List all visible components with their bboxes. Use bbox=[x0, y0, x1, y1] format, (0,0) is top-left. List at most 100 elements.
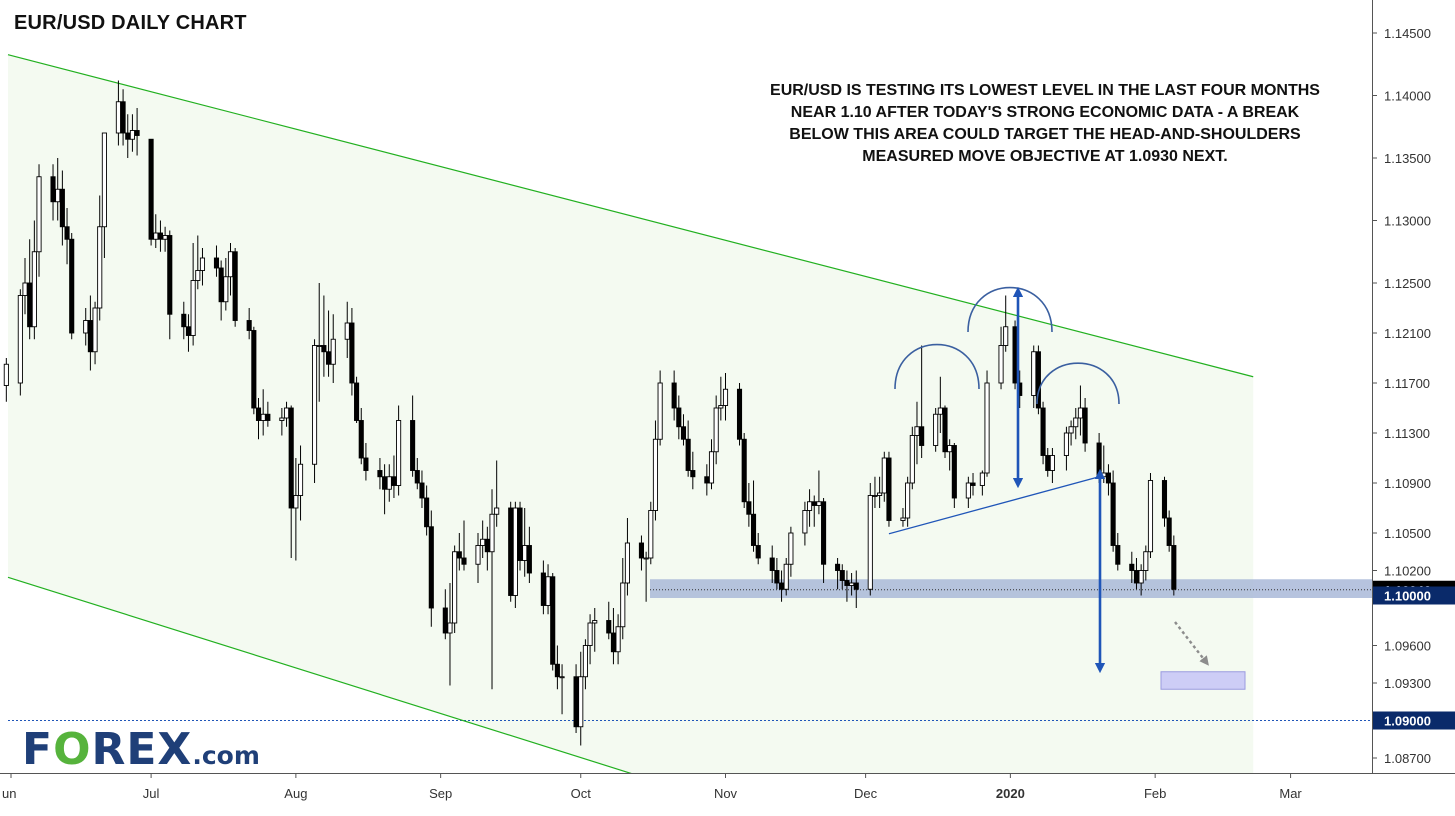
candle-down bbox=[251, 330, 257, 409]
candle-down bbox=[839, 570, 845, 581]
candle-up bbox=[1077, 407, 1083, 419]
candle-down bbox=[218, 267, 224, 303]
level-tag-label: 1.09000 bbox=[1384, 714, 1431, 729]
candle-down bbox=[213, 257, 220, 269]
candle-down bbox=[120, 101, 126, 134]
candle-up bbox=[17, 295, 23, 384]
target-direction-arrow bbox=[1174, 621, 1209, 666]
candle-down bbox=[746, 501, 752, 515]
candle-up bbox=[153, 232, 159, 240]
y-tick-label: 1.09300 bbox=[1384, 676, 1431, 691]
candle-up bbox=[900, 517, 906, 521]
candle-up bbox=[559, 676, 565, 679]
candle-down bbox=[1082, 407, 1088, 444]
candle-down bbox=[414, 470, 420, 484]
candle-up bbox=[480, 538, 486, 546]
channel-upper-line bbox=[7, 54, 1254, 378]
y-tick-label: 1.13500 bbox=[1384, 151, 1431, 166]
candle-down bbox=[255, 407, 262, 421]
annotation-line: NEAR 1.10 AFTER TODAY'S STRONG ECONOMIC … bbox=[790, 104, 1300, 121]
neckline bbox=[888, 476, 1100, 535]
candle-down bbox=[755, 545, 761, 559]
candle-up bbox=[195, 270, 201, 281]
candle-up bbox=[984, 382, 990, 474]
candle-down bbox=[419, 482, 425, 499]
candle-up bbox=[115, 101, 121, 134]
candle-up bbox=[97, 226, 103, 309]
candle-down bbox=[354, 382, 360, 421]
candle-up bbox=[849, 582, 855, 586]
candle-down bbox=[554, 663, 560, 678]
candle-up bbox=[279, 417, 285, 421]
y-tick-label: 1.13000 bbox=[1384, 214, 1431, 229]
candle-up bbox=[802, 510, 808, 534]
candle-up bbox=[657, 382, 663, 440]
candle-down bbox=[526, 545, 532, 574]
candle-up bbox=[1068, 426, 1074, 434]
x-tick-label: Sep bbox=[429, 786, 452, 801]
candle-down bbox=[774, 570, 780, 584]
candle-down bbox=[1171, 545, 1177, 590]
candle-up bbox=[713, 407, 719, 453]
candle-up bbox=[452, 551, 458, 624]
candle-down bbox=[50, 176, 56, 203]
candle-down bbox=[69, 238, 75, 334]
candle-up bbox=[718, 405, 724, 409]
candle-down bbox=[1040, 407, 1046, 456]
level-tag-box bbox=[1373, 711, 1455, 730]
candle-up bbox=[816, 501, 822, 506]
candle-down bbox=[442, 607, 448, 634]
candle-up bbox=[998, 345, 1004, 384]
candle-down bbox=[540, 572, 546, 606]
level-tag-box bbox=[1373, 586, 1455, 605]
x-tick-label: Jul bbox=[143, 786, 160, 801]
candle-down bbox=[64, 226, 70, 240]
candle-up bbox=[162, 235, 168, 240]
logo-letter-f: F bbox=[22, 724, 54, 775]
candles-group bbox=[3, 80, 1177, 746]
candle-up bbox=[297, 463, 304, 496]
candle-down bbox=[685, 438, 691, 471]
candle-down bbox=[246, 320, 252, 331]
candle-up bbox=[643, 557, 649, 560]
candle-up bbox=[1063, 432, 1069, 456]
candle-down bbox=[363, 457, 369, 471]
candle-up bbox=[522, 545, 528, 561]
time-axis-background bbox=[0, 773, 1372, 811]
candle-down bbox=[424, 497, 430, 528]
candle-up bbox=[396, 420, 402, 486]
candle-down bbox=[461, 557, 467, 565]
candle-down bbox=[610, 632, 616, 653]
candle-down bbox=[321, 345, 327, 353]
candle-up bbox=[293, 495, 299, 509]
annotation-line: BELOW THIS AREA COULD TARGET THE HEAD-AN… bbox=[789, 126, 1301, 143]
candle-down bbox=[1096, 442, 1102, 478]
x-tick-label: Dec bbox=[854, 786, 878, 801]
y-tick-label: 1.11700 bbox=[1384, 376, 1430, 391]
chart-title: EUR/USD DAILY CHART bbox=[14, 12, 247, 34]
candle-down bbox=[550, 576, 556, 665]
logo-letter-o: O bbox=[53, 724, 92, 775]
candle-down bbox=[484, 538, 490, 553]
candle-down bbox=[970, 482, 976, 486]
candle-down bbox=[1115, 545, 1121, 565]
annotation-line: EUR/USD IS TESTING ITS LOWEST LEVEL IN T… bbox=[770, 82, 1320, 99]
candle-up bbox=[55, 188, 61, 203]
candle-down bbox=[181, 313, 187, 328]
y-tick-label: 1.10200 bbox=[1384, 564, 1431, 579]
candle-up bbox=[648, 510, 654, 559]
right-shoulder-arc bbox=[1036, 362, 1120, 405]
candle-up bbox=[979, 472, 985, 486]
candle-up bbox=[1031, 351, 1037, 396]
support-zone bbox=[650, 579, 1372, 598]
candle-up bbox=[965, 482, 971, 499]
candle-up bbox=[1138, 570, 1144, 584]
candle-down bbox=[919, 426, 925, 446]
candle-up bbox=[190, 280, 196, 336]
candle-down bbox=[27, 282, 33, 328]
candle-up bbox=[905, 482, 911, 519]
candle-down bbox=[769, 557, 775, 571]
y-tick-label: 1.12500 bbox=[1384, 276, 1431, 291]
y-tick-label: 1.09600 bbox=[1384, 639, 1431, 654]
